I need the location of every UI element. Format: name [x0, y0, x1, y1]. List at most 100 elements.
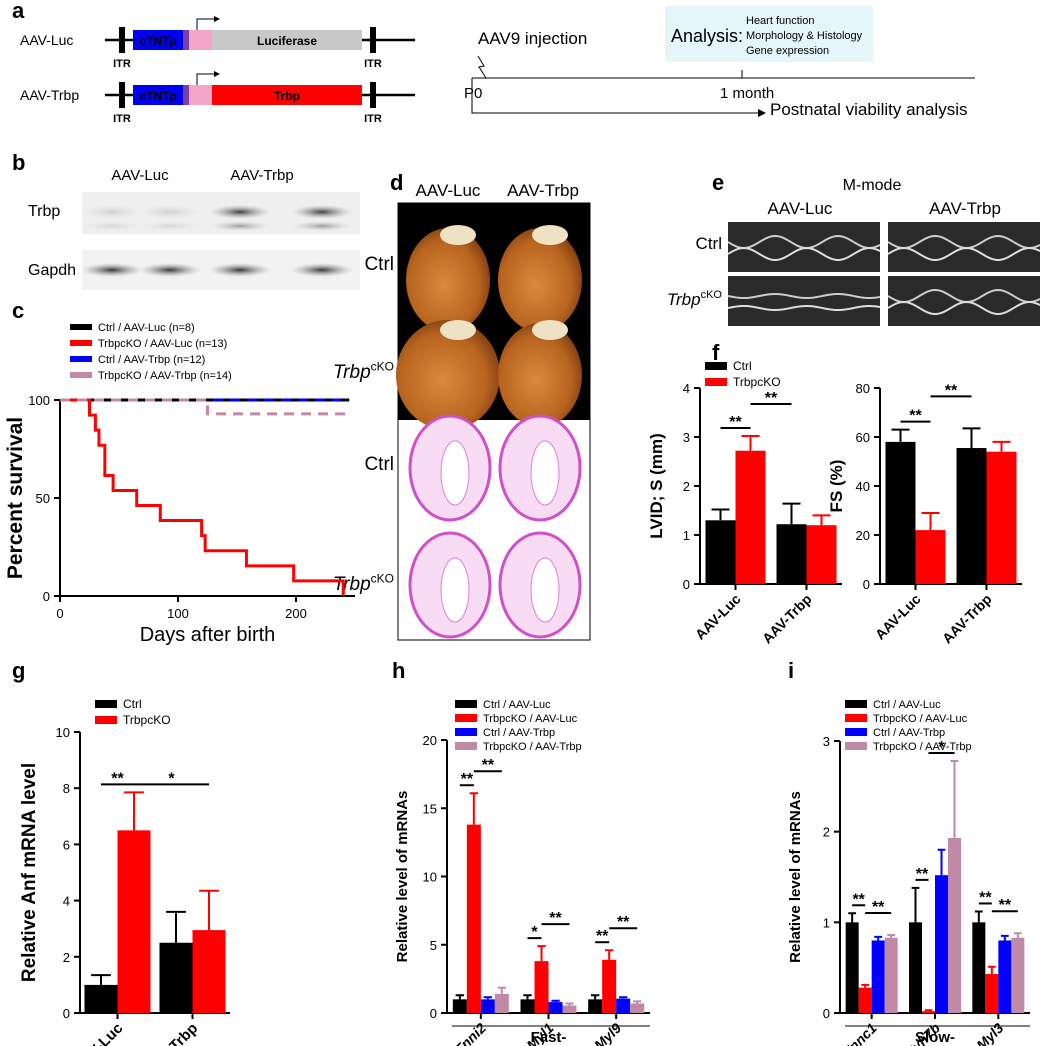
- legend-swatch: [95, 700, 117, 708]
- heart: [498, 323, 582, 427]
- significance-label: **: [852, 891, 865, 908]
- legend-label: Ctrl / AAV-Trbp (n=12): [98, 354, 205, 366]
- linker-box: [183, 30, 189, 50]
- x-tick-label: Tnnc1: [839, 1020, 880, 1046]
- bar: [192, 930, 226, 1013]
- y-tick-label: 0: [43, 589, 50, 604]
- y-tick-label: 6: [63, 837, 70, 852]
- x-tick-label: 200: [285, 606, 307, 621]
- significance-label: **: [979, 889, 992, 906]
- utr-box: [189, 30, 212, 50]
- mmode-wall: [887, 247, 1041, 262]
- error-bar: [962, 427, 981, 449]
- significance-label: **: [945, 382, 958, 399]
- bar: [935, 875, 948, 1013]
- significance-label: **: [999, 897, 1012, 914]
- y-tick-label: 2: [683, 479, 690, 494]
- blot-band: [139, 263, 201, 277]
- legend-swatch: [845, 728, 867, 736]
- gene-box: [212, 85, 362, 105]
- blot-band: [210, 221, 270, 231]
- legend-swatch: [705, 362, 727, 370]
- histology-chamber: [440, 557, 470, 623]
- y-axis-label: FS (%): [827, 460, 846, 513]
- image-row-base: Trbp: [333, 362, 371, 383]
- mmode-row: TrbpcKO: [667, 289, 723, 309]
- error-bar: [483, 996, 493, 1000]
- blot-band: [140, 221, 200, 231]
- bar: [985, 974, 999, 1013]
- bar: [602, 959, 617, 1013]
- y-tick-label: 40: [856, 479, 870, 494]
- bar: [909, 922, 922, 1013]
- y-tick-label: 0: [430, 1006, 437, 1021]
- legend-label: TrbpcKO: [733, 375, 781, 389]
- heart-atrium: [532, 320, 568, 340]
- bar: [806, 525, 837, 584]
- error-bar: [874, 935, 883, 941]
- image-row: Ctrl: [364, 254, 394, 275]
- y-axis-label: LVID; S (mm): [647, 433, 666, 538]
- y-tick-label: 80: [856, 381, 870, 396]
- x-tick-label: AAV-Trbp: [142, 1020, 202, 1046]
- image-row-sup: cKO: [371, 571, 394, 585]
- legend-label: Ctrl / AAV-Luc (n=8): [98, 322, 195, 334]
- heart-atrium: [440, 320, 476, 340]
- histology-chamber: [440, 440, 470, 506]
- error-bar: [891, 428, 910, 442]
- y-tick-label: 15: [423, 801, 437, 816]
- legend-label: Ctrl: [123, 697, 142, 711]
- y-tick-label: 3: [823, 734, 830, 749]
- error-bar: [124, 791, 144, 831]
- bar: [562, 1005, 577, 1013]
- bar: [84, 984, 118, 1013]
- blot-band: [292, 221, 352, 231]
- x-tick-label: AAV-Luc: [692, 591, 744, 643]
- legend-swatch: [455, 700, 477, 708]
- error-bar: [812, 514, 831, 526]
- analysis-box: [665, 6, 873, 62]
- bar: [1011, 937, 1025, 1013]
- itr-label: ITR: [364, 58, 382, 70]
- panel-letter: i: [788, 658, 794, 683]
- error-bar: [590, 994, 600, 1000]
- y-tick-label: 0: [863, 577, 870, 592]
- blot-band: [140, 205, 200, 219]
- analysis-item: Gene expression: [746, 45, 829, 57]
- legend-label: Ctrl / AAV-Luc: [873, 699, 941, 711]
- bar: [998, 940, 1012, 1013]
- y-axis-label: Relative Anf mRNA level: [19, 763, 40, 982]
- error-bar: [455, 994, 465, 1000]
- y-axis-label: Relative level of mRNAs: [787, 791, 804, 963]
- error-bar: [1013, 932, 1022, 938]
- bar: [480, 999, 495, 1013]
- legend-swatch: [845, 714, 867, 722]
- error-bar: [987, 965, 996, 975]
- bar: [735, 450, 766, 584]
- error-bar: [604, 949, 614, 960]
- error-bar: [848, 912, 857, 923]
- significance-label: **: [111, 770, 124, 787]
- mmode-wall: [727, 292, 881, 299]
- itr-bar: [370, 27, 376, 53]
- bar: [466, 824, 481, 1013]
- promoter-label: cTNTp: [139, 34, 176, 48]
- legend-swatch: [455, 728, 477, 736]
- group-label: Slow-: [915, 1029, 955, 1046]
- panel-letter: f: [712, 340, 720, 365]
- blot-band: [292, 205, 352, 219]
- error-bar: [741, 435, 760, 451]
- significance-label: *: [531, 924, 538, 941]
- significance-label: **: [549, 910, 562, 927]
- image-row: TrbpcKO: [333, 359, 394, 383]
- x-tick-label: Myl3: [973, 1020, 1006, 1046]
- significance-label: **: [461, 771, 474, 788]
- error-bar: [632, 1000, 642, 1004]
- y-tick-label: 4: [683, 381, 690, 396]
- y-tick-label: 2: [63, 950, 70, 965]
- utr-box: [189, 85, 212, 105]
- heart-atrium: [532, 225, 568, 245]
- mmode-title: M-mode: [843, 177, 902, 194]
- error-bar: [782, 502, 801, 525]
